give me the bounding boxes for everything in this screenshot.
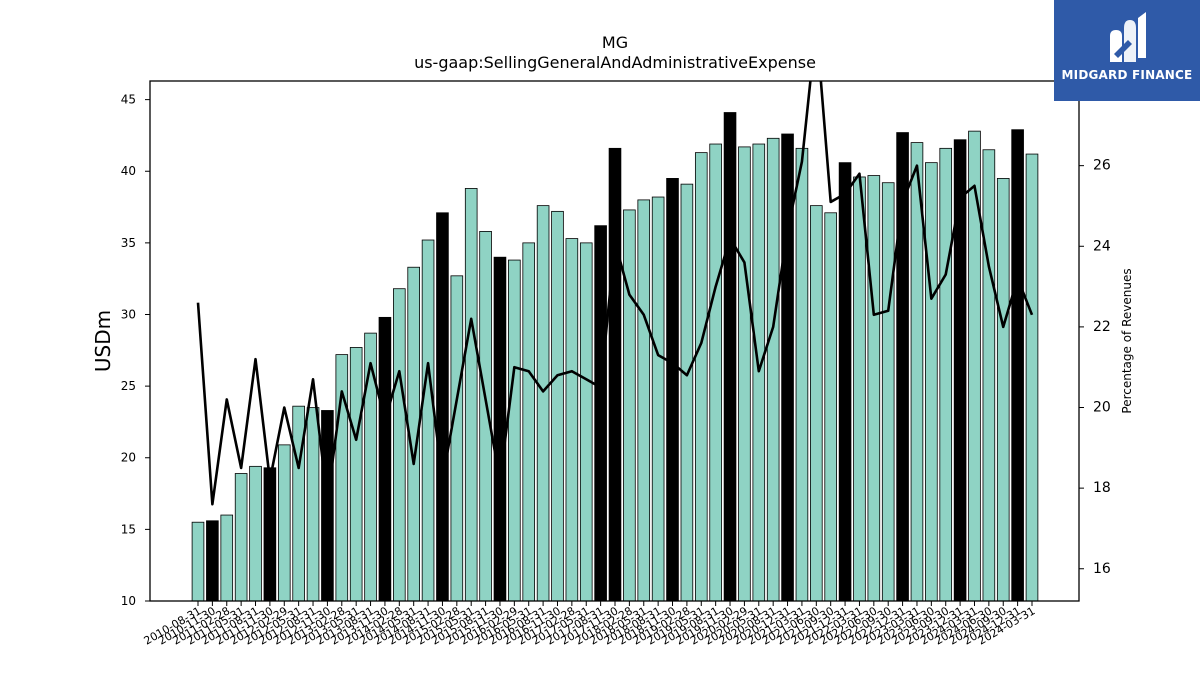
chart-subtitle: us-gaap:SellingGeneralAndAdministrativeE… <box>414 53 816 72</box>
bar-51 <box>925 162 938 602</box>
bar-25 <box>551 210 564 602</box>
y-axis-right: 16 18 20 22 24 26 <box>1079 158 1111 577</box>
bar-42 <box>795 147 809 602</box>
bar-14 <box>393 288 406 602</box>
bar-2 <box>220 514 234 602</box>
bar-22 <box>508 259 521 602</box>
bar-5 <box>263 467 277 602</box>
bar-19 <box>464 188 478 602</box>
bar-47 <box>867 175 881 602</box>
y-tick-label: 40 <box>121 164 136 178</box>
bar-13 <box>378 316 392 602</box>
logo-text: MIDGARD FINANCE <box>1061 68 1193 82</box>
bar-58 <box>1025 153 1039 602</box>
bar-52 <box>939 147 953 602</box>
y-axis-label: USDm <box>91 310 115 372</box>
bar-9 <box>321 410 334 602</box>
bar-33 <box>666 178 679 602</box>
bar-3 <box>234 473 248 602</box>
y2-axis-label: Percentage of Revenues <box>1120 268 1134 413</box>
y-axis-left: 10 15 20 25 30 35 40 45 <box>121 93 150 608</box>
bar-16 <box>421 239 435 602</box>
bar-18 <box>450 275 464 602</box>
bar-38 <box>738 146 751 602</box>
y2-tick-label: 18 <box>1093 480 1111 496</box>
y-tick-label: 30 <box>121 307 136 321</box>
y2-tick-label: 22 <box>1093 319 1111 335</box>
y2-tick-label: 20 <box>1093 400 1111 416</box>
bar-12 <box>364 332 377 602</box>
bar-24 <box>536 205 550 602</box>
bar-4 <box>249 465 262 602</box>
bar-group <box>191 112 1039 602</box>
bar-8 <box>306 407 320 602</box>
bar-53 <box>953 139 967 602</box>
bar-0 <box>191 521 205 602</box>
bar-36 <box>709 143 722 602</box>
y-tick-label: 10 <box>121 594 136 608</box>
y-tick-label: 15 <box>121 522 136 536</box>
bar-34 <box>680 183 694 602</box>
line-group <box>196 81 1034 506</box>
bar-56 <box>996 178 1010 602</box>
bar-40 <box>766 137 780 602</box>
y-tick-label: 45 <box>121 93 136 107</box>
bar-6 <box>277 444 291 602</box>
percentage-line <box>196 81 1034 506</box>
y-tick-label: 35 <box>121 236 136 250</box>
bar-1 <box>206 520 219 602</box>
y-tick-label: 20 <box>121 451 136 465</box>
bar-23 <box>522 242 536 602</box>
bar-29 <box>608 147 622 602</box>
bar-55 <box>982 149 996 602</box>
chart-title: MG <box>602 33 628 52</box>
bar-17 <box>436 212 449 602</box>
bar-35 <box>694 152 708 602</box>
x-axis: 2010-08-312010-11-302011-02-282011-05-31… <box>142 601 1038 648</box>
bar-44 <box>824 212 837 602</box>
bar-27 <box>579 242 593 602</box>
bar-41 <box>781 133 794 602</box>
bar-46 <box>853 176 866 602</box>
y2-tick-label: 26 <box>1093 158 1111 174</box>
y2-tick-label: 24 <box>1093 238 1111 254</box>
bar-31 <box>637 199 651 602</box>
bar-32 <box>651 196 665 602</box>
bar-48 <box>881 182 895 602</box>
bar-43 <box>810 205 823 602</box>
bar-28 <box>594 225 607 602</box>
bar-21 <box>493 256 507 602</box>
bar-45 <box>838 162 852 602</box>
bar-57 <box>1011 129 1024 602</box>
bar-11 <box>349 347 363 602</box>
brand-logo: MIDGARD FINANCE <box>1054 0 1200 101</box>
bar-37 <box>723 112 737 602</box>
y2-tick-label: 16 <box>1093 561 1111 577</box>
logo-mark-icon <box>1110 12 1146 62</box>
y-tick-label: 25 <box>121 379 136 393</box>
bar-30 <box>623 209 636 602</box>
bar-26 <box>565 238 579 602</box>
